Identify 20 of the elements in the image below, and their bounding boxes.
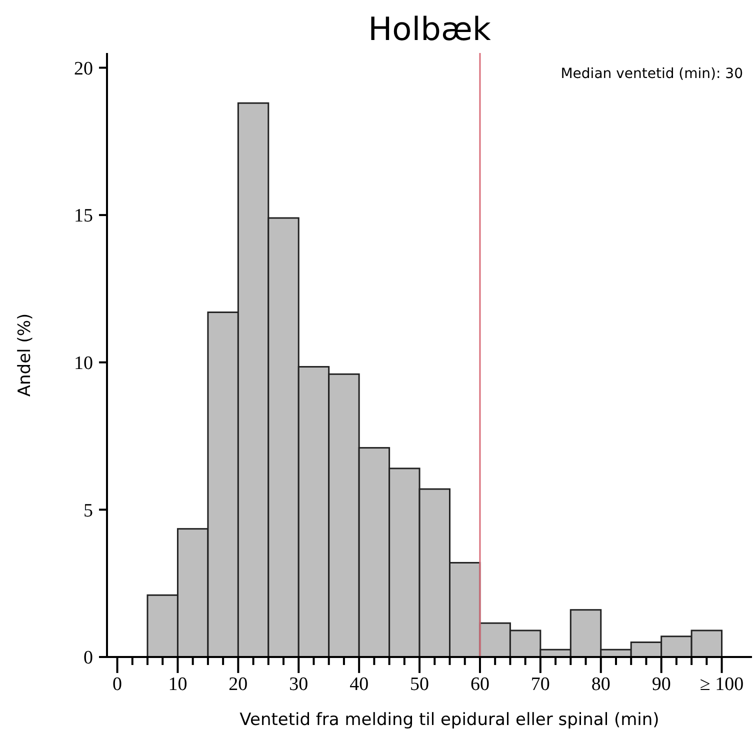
x-tick-label: 50 xyxy=(410,674,430,695)
x-tick-label: 10 xyxy=(168,674,188,695)
y-axis-title: Andel (%) xyxy=(15,313,35,397)
y-tick-label: 20 xyxy=(74,58,93,80)
y-tick-label: 5 xyxy=(84,500,93,522)
y-tick-label: 15 xyxy=(74,206,93,227)
x-tick-label: 0 xyxy=(112,674,122,695)
x-tick-label: 70 xyxy=(530,674,550,695)
x-tick-label: ≥ 100 xyxy=(700,674,744,695)
y-tick-label: 0 xyxy=(84,648,93,669)
x-tick-label: 90 xyxy=(652,674,671,695)
x-axis-title: Ventetid fra melding til epidural eller spinal (min) xyxy=(240,710,660,730)
x-tick-label: 20 xyxy=(228,674,248,695)
x-tick-label: 30 xyxy=(289,674,308,695)
annotation: Median ventetid (min): 30 xyxy=(560,66,743,82)
x-tick-label: 60 xyxy=(470,674,490,695)
x-tick-label: 40 xyxy=(350,674,369,695)
chart-title: Holbæk xyxy=(368,10,492,48)
x-tick-label: 80 xyxy=(591,674,610,695)
y-tick-label: 10 xyxy=(74,353,93,374)
